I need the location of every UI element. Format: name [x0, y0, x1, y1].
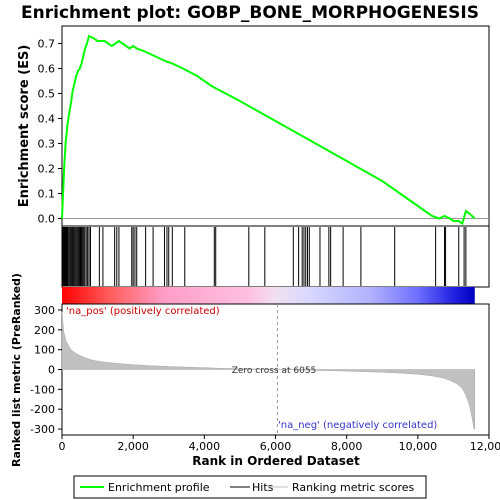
legend-enrichment-label: Enrichment profile	[108, 481, 210, 494]
es-y-tick-label: 0.4	[38, 113, 56, 126]
hits-panel-frame	[61, 225, 490, 288]
metric-y-tick-label: 0	[48, 364, 55, 377]
es-y-tick-label: 0.1	[38, 188, 56, 201]
positive-correlation-label: 'na_pos' (positively correlated)	[66, 306, 220, 317]
x-tick-label: 6,000	[260, 440, 292, 453]
es-y-tick-label: 0.7	[38, 38, 56, 51]
zero-cross-label: Zero cross at 6055	[232, 366, 317, 376]
negative-correlation-label: 'na_neg' (negatively correlated)	[278, 420, 437, 431]
metric-y-tick-label: 100	[34, 344, 55, 357]
metric-y-axis-label: Ranked list metric (PreRanked)	[10, 273, 23, 467]
rank-color-bar	[62, 287, 475, 304]
es-y-tick-label: 0.3	[38, 138, 56, 151]
es-panel-frame	[61, 25, 490, 227]
metric-y-tick-label: -100	[30, 383, 55, 396]
legend-metric-label: Ranking metric scores	[292, 481, 414, 494]
x-tick-label: 8,000	[331, 440, 363, 453]
x-tick-label: 2,000	[117, 440, 149, 453]
x-tick-label: 0	[59, 440, 66, 453]
enrichment-profile-line	[61, 34, 476, 226]
es-y-tick-label: 0.5	[38, 88, 56, 101]
metric-y-tick-label: 200	[34, 324, 55, 337]
hits-panel	[61, 225, 490, 288]
metric-y-tick-label: 300	[34, 304, 55, 317]
legend-hits-label: Hits	[252, 481, 274, 494]
metric-y-tick-label: -200	[30, 403, 55, 416]
es-y-tick-label: 0.0	[38, 213, 56, 226]
metric-y-axis: 300 200 100 0 -100 -200 -300	[30, 304, 62, 436]
x-axis: 0 2,000 4,000 6,000 8,000 10,000 12,000	[59, 435, 500, 453]
metric-y-tick-label: -300	[30, 423, 55, 436]
x-tick-label: 4,000	[189, 440, 221, 453]
legend: Enrichment profile Hits Ranking metric s…	[73, 475, 427, 499]
es-y-axis-label: Enrichment score (ES)	[17, 45, 32, 208]
x-tick-label: 10,000	[399, 440, 438, 453]
es-y-axis: 0.0 0.1 0.2 0.3 0.4 0.5 0.6 0.7	[38, 38, 62, 226]
hit-markers	[62, 227, 467, 286]
x-axis-label: Rank in Ordered Dataset	[192, 454, 360, 468]
rank-gradient-bar	[62, 287, 475, 304]
ranking-metric-area	[61, 311, 476, 430]
es-panel: 0.0 0.1 0.2 0.3 0.4 0.5 0.6 0.7 Enrichment scor…	[17, 25, 490, 227]
es-y-tick-label: 0.6	[38, 63, 56, 76]
metric-panel: 300 200 100 0 -100 -200 -300 'na_pos' (positiv…	[10, 273, 490, 467]
x-tick-label: 12,000	[470, 440, 500, 453]
chart-title: Enrichment plot: GOBP_BONE_MORPHOGENESIS	[21, 3, 479, 23]
es-y-tick-label: 0.2	[38, 163, 56, 176]
